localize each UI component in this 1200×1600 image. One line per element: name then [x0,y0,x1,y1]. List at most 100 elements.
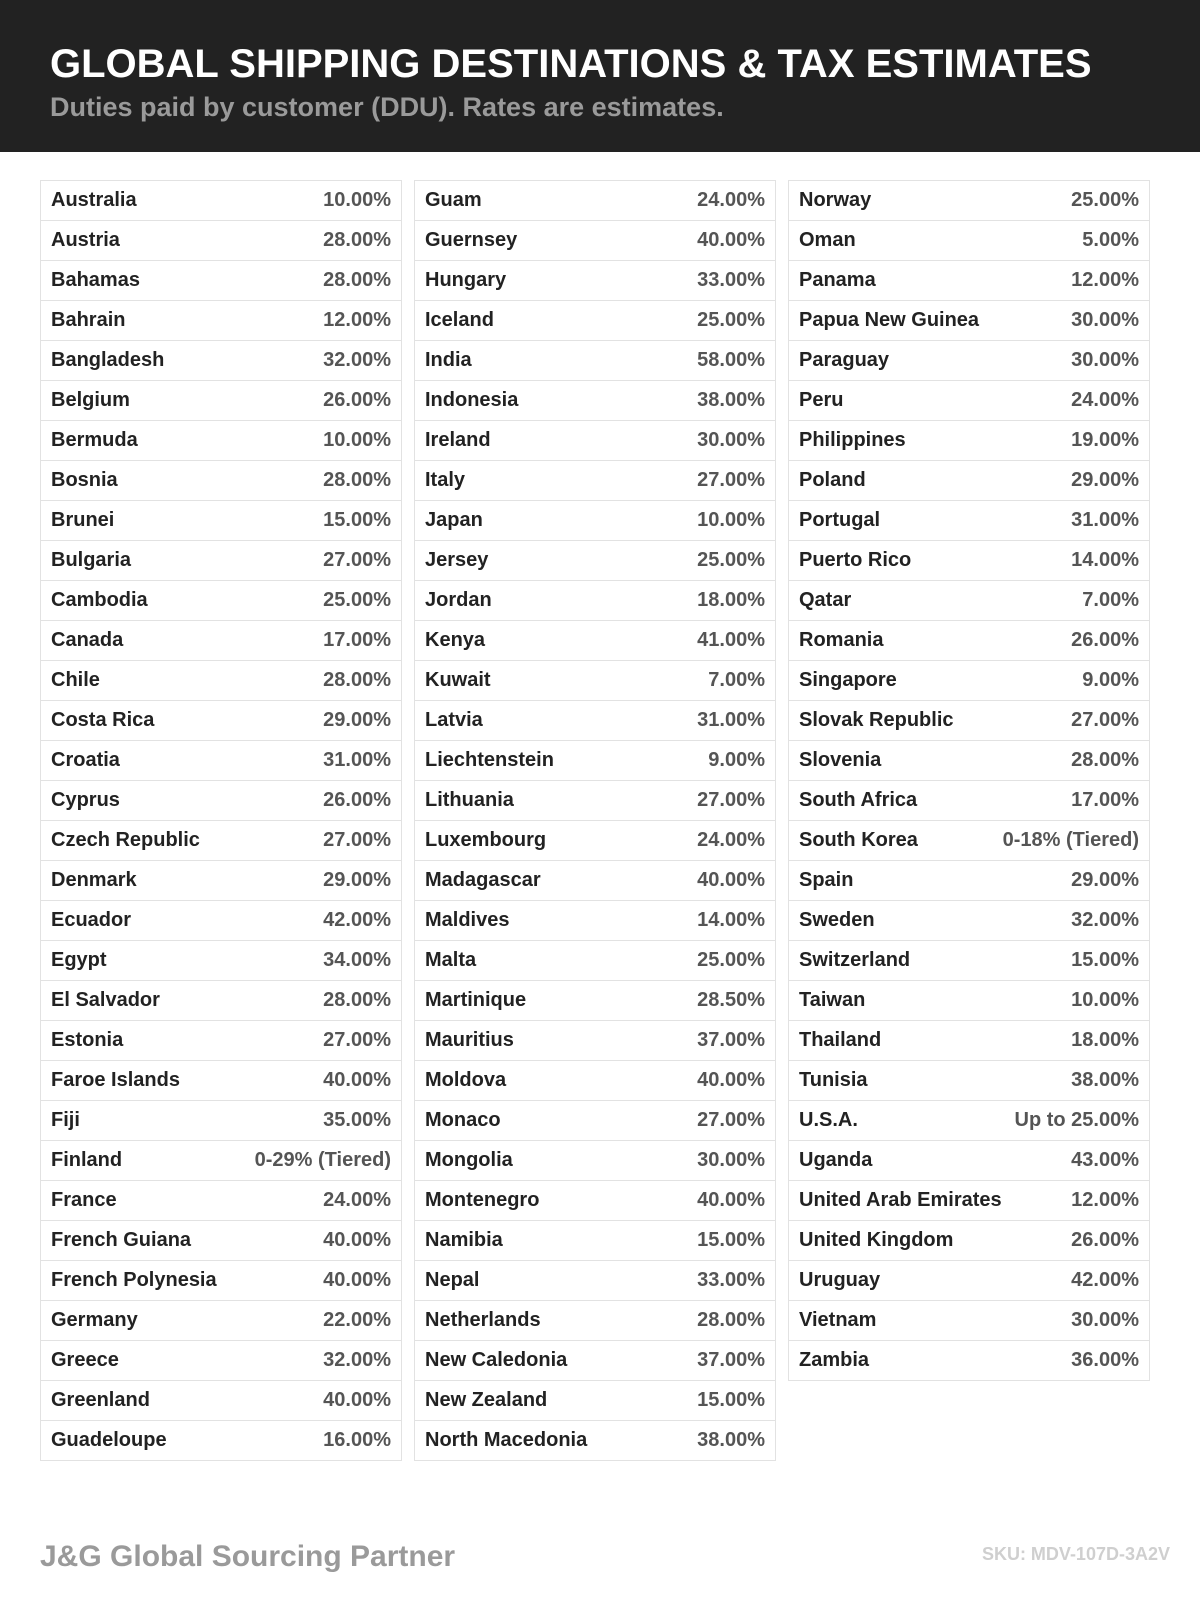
rate: 18.00% [697,589,765,611]
country: New Caledonia [425,1349,568,1371]
country: Lithuania [425,789,514,811]
table-row: Guam 24.00% [415,181,775,221]
table-row: Maldives 14.00% [415,901,775,941]
country: Taiwan [799,989,866,1011]
table-row: Croatia 31.00% [41,741,401,781]
rate: 14.00% [1071,549,1139,571]
country: Germany [51,1309,138,1331]
rate: 40.00% [323,1229,391,1251]
country: Philippines [799,429,906,451]
country: Uganda [799,1149,873,1171]
country: Australia [51,189,137,211]
rate: 32.00% [1071,909,1139,931]
country: South Africa [799,789,918,811]
table-row: Germany 22.00% [41,1301,401,1341]
country: Puerto Rico [799,549,912,571]
country: Montenegro [425,1189,540,1211]
rate: 30.00% [1071,309,1139,331]
rate: 28.00% [323,669,391,691]
table-row: Montenegro 40.00% [415,1181,775,1221]
country: Maldives [425,909,510,931]
table-row: Paraguay 30.00% [789,341,1149,381]
rate: 27.00% [697,789,765,811]
table-row: Namibia 15.00% [415,1221,775,1261]
country: United Kingdom [799,1229,954,1251]
rate: 40.00% [697,229,765,251]
table-row: Bermuda 10.00% [41,421,401,461]
table-row: Austria 28.00% [41,221,401,261]
rate: 28.00% [1071,749,1139,771]
rate: 24.00% [1071,389,1139,411]
table-row: Greenland 40.00% [41,1381,401,1421]
country: Italy [425,469,466,491]
table-row: Martinique 28.50% [415,981,775,1021]
rate: 10.00% [1071,989,1139,1011]
country: Switzerland [799,949,911,971]
country: South Korea [799,829,918,851]
table-row: Jersey 25.00% [415,541,775,581]
rate: 16.00% [323,1429,391,1451]
rate: 14.00% [697,909,765,931]
country: French Polynesia [51,1269,217,1291]
country: Netherlands [425,1309,541,1331]
table-row: Italy 27.00% [415,461,775,501]
table-row: Singapore 9.00% [789,661,1149,701]
country: Greenland [51,1389,150,1411]
rate: 34.00% [323,949,391,971]
rate: 17.00% [323,629,391,651]
table-row: Czech Republic 27.00% [41,821,401,861]
rate: 27.00% [697,469,765,491]
table-row: Qatar 7.00% [789,581,1149,621]
rate: Up to 25.00% [1014,1109,1139,1131]
rate: 37.00% [697,1029,765,1051]
rate: 0-18% (Tiered) [1002,829,1139,851]
country: Japan [425,509,483,531]
rate: 27.00% [323,549,391,571]
table-row: Lithuania 27.00% [415,781,775,821]
rate: 25.00% [1071,189,1139,211]
rate: 28.00% [323,989,391,1011]
table-row: Brunei 15.00% [41,501,401,541]
rate: 7.00% [708,669,765,691]
country: Bahrain [51,309,126,331]
table-row: Uruguay 42.00% [789,1261,1149,1301]
country: Luxembourg [425,829,547,851]
table-row: Greece 32.00% [41,1341,401,1381]
rate: 37.00% [697,1349,765,1371]
country: Faroe Islands [51,1069,180,1091]
rate: 5.00% [1082,229,1139,251]
rate: 29.00% [1071,469,1139,491]
rate: 12.00% [1071,269,1139,291]
rate: 35.00% [323,1109,391,1131]
rate: 29.00% [1071,869,1139,891]
table-row: Bahamas 28.00% [41,261,401,301]
country: Nepal [425,1269,480,1291]
rate: 25.00% [697,309,765,331]
country: Paraguay [799,349,890,371]
country: Czech Republic [51,829,200,851]
rate: 27.00% [697,1109,765,1131]
table-row: Faroe Islands 40.00% [41,1061,401,1101]
rate: 28.00% [697,1309,765,1331]
table-row: Nepal 33.00% [415,1261,775,1301]
table-row: Monaco 27.00% [415,1101,775,1141]
rate: 30.00% [1071,349,1139,371]
rate: 15.00% [697,1229,765,1251]
rate: 42.00% [323,909,391,931]
country: Sweden [799,909,875,931]
table-row: France 24.00% [41,1181,401,1221]
table-row: Romania 26.00% [789,621,1149,661]
rate: 17.00% [1071,789,1139,811]
rate: 38.00% [1071,1069,1139,1091]
country: Singapore [799,669,897,691]
table-row: Cyprus 26.00% [41,781,401,821]
table-row: El Salvador 28.00% [41,981,401,1021]
country: Madagascar [425,869,541,891]
country: Bermuda [51,429,138,451]
table-row: U.S.A. Up to 25.00% [789,1101,1149,1141]
country: Peru [799,389,844,411]
rate: 33.00% [697,269,765,291]
rate: 10.00% [323,189,391,211]
rate: 24.00% [697,189,765,211]
table-row: Peru 24.00% [789,381,1149,421]
